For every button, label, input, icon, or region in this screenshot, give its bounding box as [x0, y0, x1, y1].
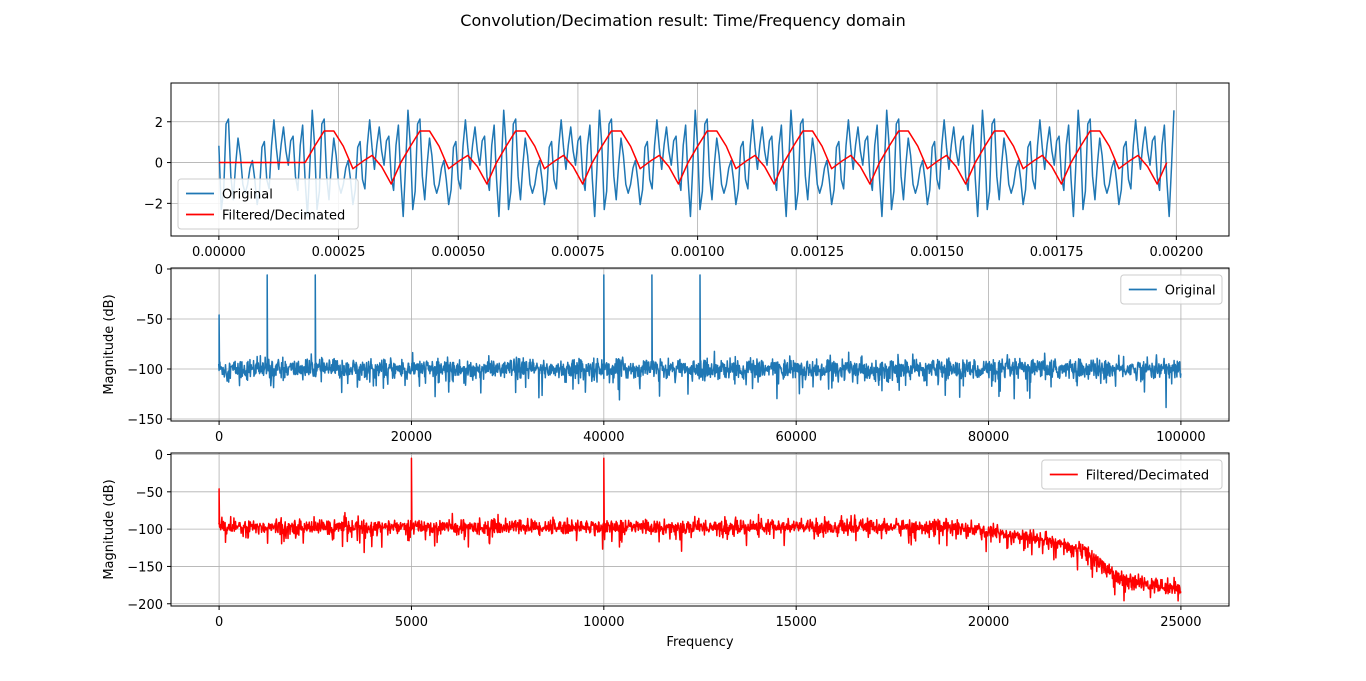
x-tick-label: 0.00075 — [551, 245, 605, 260]
x-tick-label: 0.00150 — [910, 245, 964, 260]
y-tick-label: −2 — [144, 197, 163, 212]
x-tick-label: 25000 — [1160, 615, 1201, 630]
x-tick-label: 20000 — [391, 430, 432, 445]
figure-title: Convolution/Decimation result: Time/Freq… — [460, 11, 906, 30]
legend-label: Filtered/Decimated — [222, 209, 345, 224]
chart-panel-3: 0 5000 10000 15000 20000 25000 0 −50 −100 −150 −20… — [102, 448, 1230, 650]
axes-frame — [170, 82, 1230, 237]
chart-panel-2: 0 20000 40000 60000 80000 100000 0 −50 −100 −150 M… — [102, 263, 1230, 445]
x-tick-label: 0.00125 — [790, 245, 844, 260]
x-tick-label: 0.00100 — [671, 245, 725, 260]
y-tick-label: 2 — [155, 116, 163, 131]
legend: Original Filtered/Decimated — [177, 178, 359, 230]
y-tick-label: −150 — [127, 413, 163, 428]
x-tick-label: 100000 — [1156, 430, 1206, 445]
x-tick-label: 5000 — [395, 615, 428, 630]
y-tick-label: −50 — [136, 313, 163, 328]
series-line-filtered-decimated — [218, 457, 1182, 602]
x-axis-label: Frequency — [666, 635, 733, 650]
x-tick-label: 20000 — [968, 615, 1009, 630]
x-tick-label: 0 — [215, 615, 223, 630]
chart-panel-1: 0.00000 0.00025 0.00050 0.00075 0.00100 0.001… — [144, 82, 1230, 260]
legend-label: Filtered/Decimated — [1086, 469, 1209, 484]
y-tick-label: −100 — [127, 363, 163, 378]
axes-frame — [170, 267, 1230, 422]
y-axis-label: Magnitude (dB) — [102, 294, 117, 394]
y-tick-label: 0 — [155, 157, 163, 172]
x-tick-label: 0.00000 — [192, 245, 246, 260]
legend: Original — [1120, 274, 1223, 305]
y-tick-label: −100 — [127, 523, 163, 538]
x-tick-label: 40000 — [583, 430, 624, 445]
legend-label: Original — [1165, 284, 1216, 299]
legend-box — [1041, 459, 1223, 490]
series-line-original — [218, 109, 1175, 218]
x-tick-label: 0.00025 — [312, 245, 366, 260]
y-tick-label: 0 — [155, 448, 163, 463]
legend: Filtered/Decimated — [1041, 459, 1223, 490]
y-tick-label: −150 — [127, 560, 163, 575]
legend-box — [1120, 274, 1223, 305]
x-tick-label: 15000 — [776, 615, 817, 630]
series-line-original — [217, 274, 1182, 409]
x-tick-label: 0.00175 — [1030, 245, 1084, 260]
y-axis-label: Magnitude (dB) — [102, 479, 117, 579]
x-tick-label: 10000 — [583, 615, 624, 630]
series-line-filtered-decimated — [218, 130, 1168, 185]
legend-label: Original — [222, 188, 273, 203]
x-tick-label: 0.00200 — [1149, 245, 1203, 260]
legend-box — [177, 178, 359, 230]
x-tick-label: 0.00050 — [431, 245, 485, 260]
y-tick-label: −200 — [127, 598, 163, 613]
y-tick-label: 0 — [155, 263, 163, 278]
x-tick-label: 60000 — [776, 430, 817, 445]
y-tick-label: −50 — [136, 486, 163, 501]
x-tick-label: 80000 — [968, 430, 1009, 445]
x-tick-label: 0 — [215, 430, 223, 445]
